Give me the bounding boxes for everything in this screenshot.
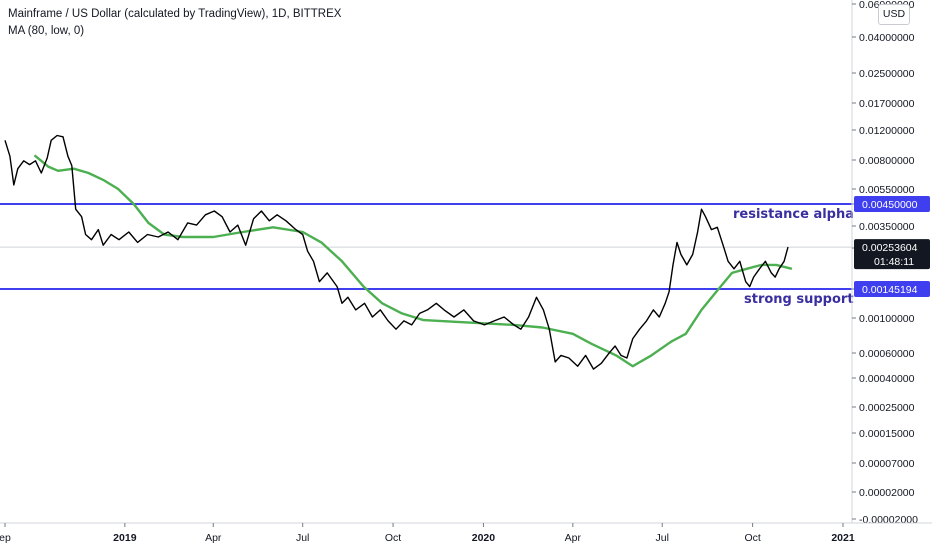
x-tick-label: 2020 bbox=[472, 532, 496, 544]
annotation-label: resistance alpha bbox=[733, 207, 854, 222]
countdown-label: 01:48:11 bbox=[874, 256, 914, 268]
x-tick-label: Oct bbox=[385, 532, 401, 544]
y-tick-label: 0.00002000 bbox=[859, 487, 915, 499]
annotation-label: strong support bbox=[744, 292, 854, 307]
x-tick-label: ep bbox=[0, 532, 11, 544]
y-tick-label: 0.04000000 bbox=[859, 32, 915, 44]
indicator-label[interactable]: MA (80, low, 0) bbox=[8, 25, 85, 37]
annotations: resistance alpha strong support bbox=[733, 207, 854, 307]
x-tick-label: Jul bbox=[656, 532, 669, 544]
y-tick-label: 0.01200000 bbox=[859, 125, 915, 137]
y-tick-label: 0.00040000 bbox=[859, 373, 915, 385]
y-tick-label: 0.00350000 bbox=[859, 221, 915, 233]
level-tag-label: 0.00450000 bbox=[862, 199, 918, 211]
price-series bbox=[4, 134, 789, 370]
y-tick-label: 0.00100000 bbox=[859, 313, 915, 325]
currency-button[interactable]: USD bbox=[878, 4, 910, 25]
x-tick-label: 2021 bbox=[831, 532, 855, 544]
x-tick-label: Apr bbox=[565, 532, 582, 544]
y-tick-label: 0.01700000 bbox=[859, 98, 915, 110]
chart-title: Mainframe / US Dollar (calculated by Tra… bbox=[8, 8, 342, 20]
x-tick-label: Jul bbox=[296, 532, 309, 544]
current-price-tag bbox=[854, 239, 930, 270]
ma-series bbox=[33, 154, 793, 368]
x-tick-label: Apr bbox=[205, 532, 222, 544]
y-tick-label: 0.00800000 bbox=[859, 155, 915, 167]
y-tick-label: 0.00025000 bbox=[859, 402, 915, 414]
level-tag-label: 0.00145194 bbox=[862, 284, 918, 296]
level-tag bbox=[854, 281, 930, 297]
x-tick-label: Oct bbox=[744, 532, 760, 544]
current-price-label: 0.00253604 bbox=[862, 242, 918, 254]
level-tag bbox=[854, 196, 930, 212]
y-tick-label: 0.02500000 bbox=[859, 68, 915, 80]
price-tags: 0.00450000 0.00145194 0.00253604 01:48:11 bbox=[854, 196, 930, 297]
y-tick-label: 0.00060000 bbox=[859, 348, 915, 360]
ma-line bbox=[33, 154, 793, 368]
y-tick-label: 0.00550000 bbox=[859, 184, 915, 196]
y-tick-label: -0.00002000 bbox=[859, 514, 918, 526]
time-axis: ep 2019 Apr Jul Oct 2020 Apr Jul Oct 2021 bbox=[0, 522, 932, 544]
y-tick-label: 0.00007000 bbox=[859, 458, 915, 470]
x-tick-label: 2019 bbox=[113, 532, 137, 544]
price-line bbox=[4, 134, 789, 370]
chart-legend: Mainframe / US Dollar (calculated by Tra… bbox=[8, 6, 341, 40]
horizontal-levels bbox=[0, 203, 852, 290]
y-tick-label: 0.00015000 bbox=[859, 428, 915, 440]
